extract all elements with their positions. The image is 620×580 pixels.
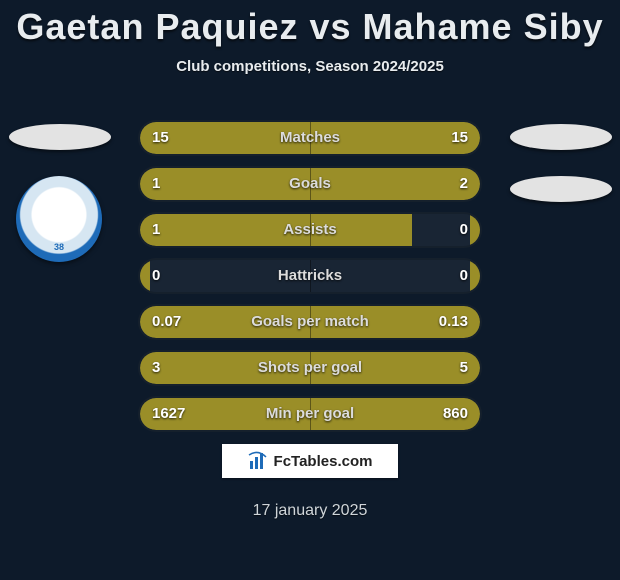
stat-row-matches: 1515Matches (138, 120, 482, 156)
stat-row-goals: 12Goals (138, 166, 482, 202)
stat-row-shots-per-goal: 35Shots per goal (138, 350, 482, 386)
stat-label: Shots per goal (140, 352, 480, 384)
bar-chart-icon (248, 451, 268, 471)
stat-label: Goals (140, 168, 480, 200)
brand-text: FcTables.com (274, 453, 373, 470)
page-title: Gaetan Paquiez vs Mahame Siby (0, 0, 620, 48)
subtitle: Club competitions, Season 2024/2025 (0, 58, 620, 75)
stat-label: Assists (140, 214, 480, 246)
stat-row-hattricks: 00Hattricks (138, 258, 482, 294)
stat-label: Goals per match (140, 306, 480, 338)
placeholder-ellipse-1 (510, 124, 612, 150)
stat-row-goals-per-match: 0.070.13Goals per match (138, 304, 482, 340)
placeholder-ellipse-0 (9, 124, 111, 150)
stat-row-min-per-goal: 1627860Min per goal (138, 396, 482, 432)
stat-row-assists: 10Assists (138, 212, 482, 248)
placeholder-ellipse-2 (510, 176, 612, 202)
date-text: 17 january 2025 (0, 502, 620, 520)
comparison-chart: 1515Matches 12Goals 10Assists 00Hattricks 0.… (138, 120, 482, 442)
club-badge-sub: 38 (16, 242, 102, 252)
stat-label: Matches (140, 122, 480, 154)
club-badge-left: 38 (16, 176, 102, 262)
brand-footer[interactable]: FcTables.com (222, 444, 398, 478)
stat-label: Min per goal (140, 398, 480, 430)
stat-label: Hattricks (140, 260, 480, 292)
